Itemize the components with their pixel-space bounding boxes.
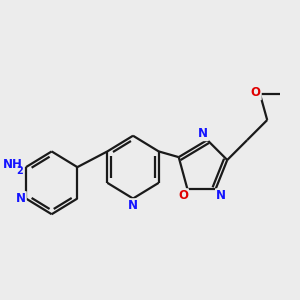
Text: N: N (16, 192, 26, 205)
Text: 2: 2 (16, 166, 23, 176)
Text: O: O (251, 86, 261, 99)
Text: N: N (198, 127, 208, 140)
Text: O: O (178, 189, 188, 202)
Text: N: N (216, 189, 226, 202)
Text: N: N (128, 199, 138, 212)
Text: NH: NH (3, 158, 23, 171)
